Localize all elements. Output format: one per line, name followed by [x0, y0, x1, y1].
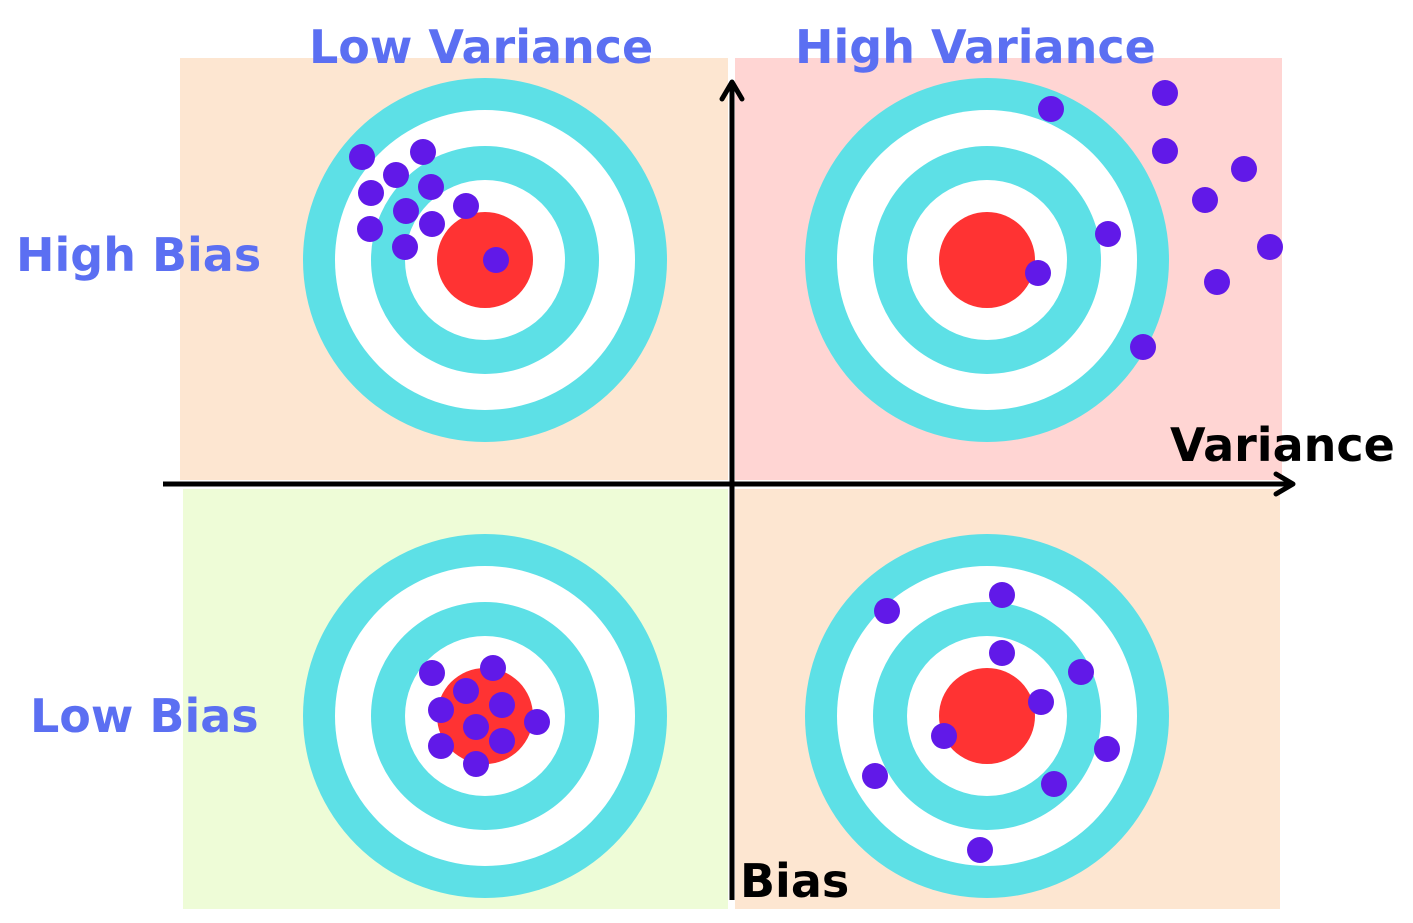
shot-dot [392, 234, 418, 260]
shot-dot [874, 598, 900, 624]
shot-dot [862, 763, 888, 789]
shot-dot [524, 709, 550, 735]
shot-dot [1094, 736, 1120, 762]
shot-dot [419, 660, 445, 686]
row-label-high-bias: High Bias [16, 228, 262, 282]
shot-dot [357, 216, 383, 242]
variance-axis [163, 471, 1296, 497]
target-low-bias-high-variance [805, 534, 1169, 898]
target-low-bias-low-variance [303, 534, 667, 898]
shot-dot [393, 198, 419, 224]
axis-label-bias: Bias [740, 854, 850, 908]
shot-dot [418, 174, 444, 200]
column-label-low-variance: Low Variance [309, 20, 654, 74]
shot-dot [1025, 260, 1051, 286]
bias-axis [719, 79, 745, 900]
shot-dot [1038, 96, 1064, 122]
shot-dot [483, 247, 509, 273]
bias-axis-arrowhead [719, 79, 745, 102]
shot-dot [453, 193, 479, 219]
shot-dot [349, 144, 375, 170]
shot-dot [463, 751, 489, 777]
shot-dot [358, 180, 384, 206]
shot-dot [463, 714, 489, 740]
shot-dot [1152, 138, 1178, 164]
shot-dot [989, 640, 1015, 666]
row-label-low-bias: Low Bias [30, 689, 259, 743]
shot-dot [428, 697, 454, 723]
bullseye [939, 668, 1035, 764]
shot-dot [1041, 771, 1067, 797]
shot-dot [1204, 269, 1230, 295]
shot-dot [1068, 659, 1094, 685]
shot-dot [1130, 334, 1156, 360]
shot-dot [410, 139, 436, 165]
shot-dot [1152, 80, 1178, 106]
shot-dot [931, 723, 957, 749]
shot-dot [489, 692, 515, 718]
shot-dot [453, 678, 479, 704]
shot-dot [1028, 689, 1054, 715]
target-high-bias-high-variance [805, 78, 1169, 442]
shot-dot [989, 582, 1015, 608]
axis-label-variance: Variance [1170, 418, 1395, 472]
shot-dot [967, 837, 993, 863]
bullseye [939, 212, 1035, 308]
column-label-high-variance: High Variance [795, 20, 1156, 74]
shot-dot [480, 655, 506, 681]
shot-dot [489, 728, 515, 754]
shot-dot [1257, 234, 1283, 260]
shot-dot [419, 211, 445, 237]
variance-axis-arrowhead [1273, 471, 1296, 497]
shot-dot [1192, 187, 1218, 213]
shot-dot [1231, 156, 1257, 182]
shot-dot [428, 733, 454, 759]
shot-dot [383, 162, 409, 188]
shot-dot [1095, 221, 1121, 247]
